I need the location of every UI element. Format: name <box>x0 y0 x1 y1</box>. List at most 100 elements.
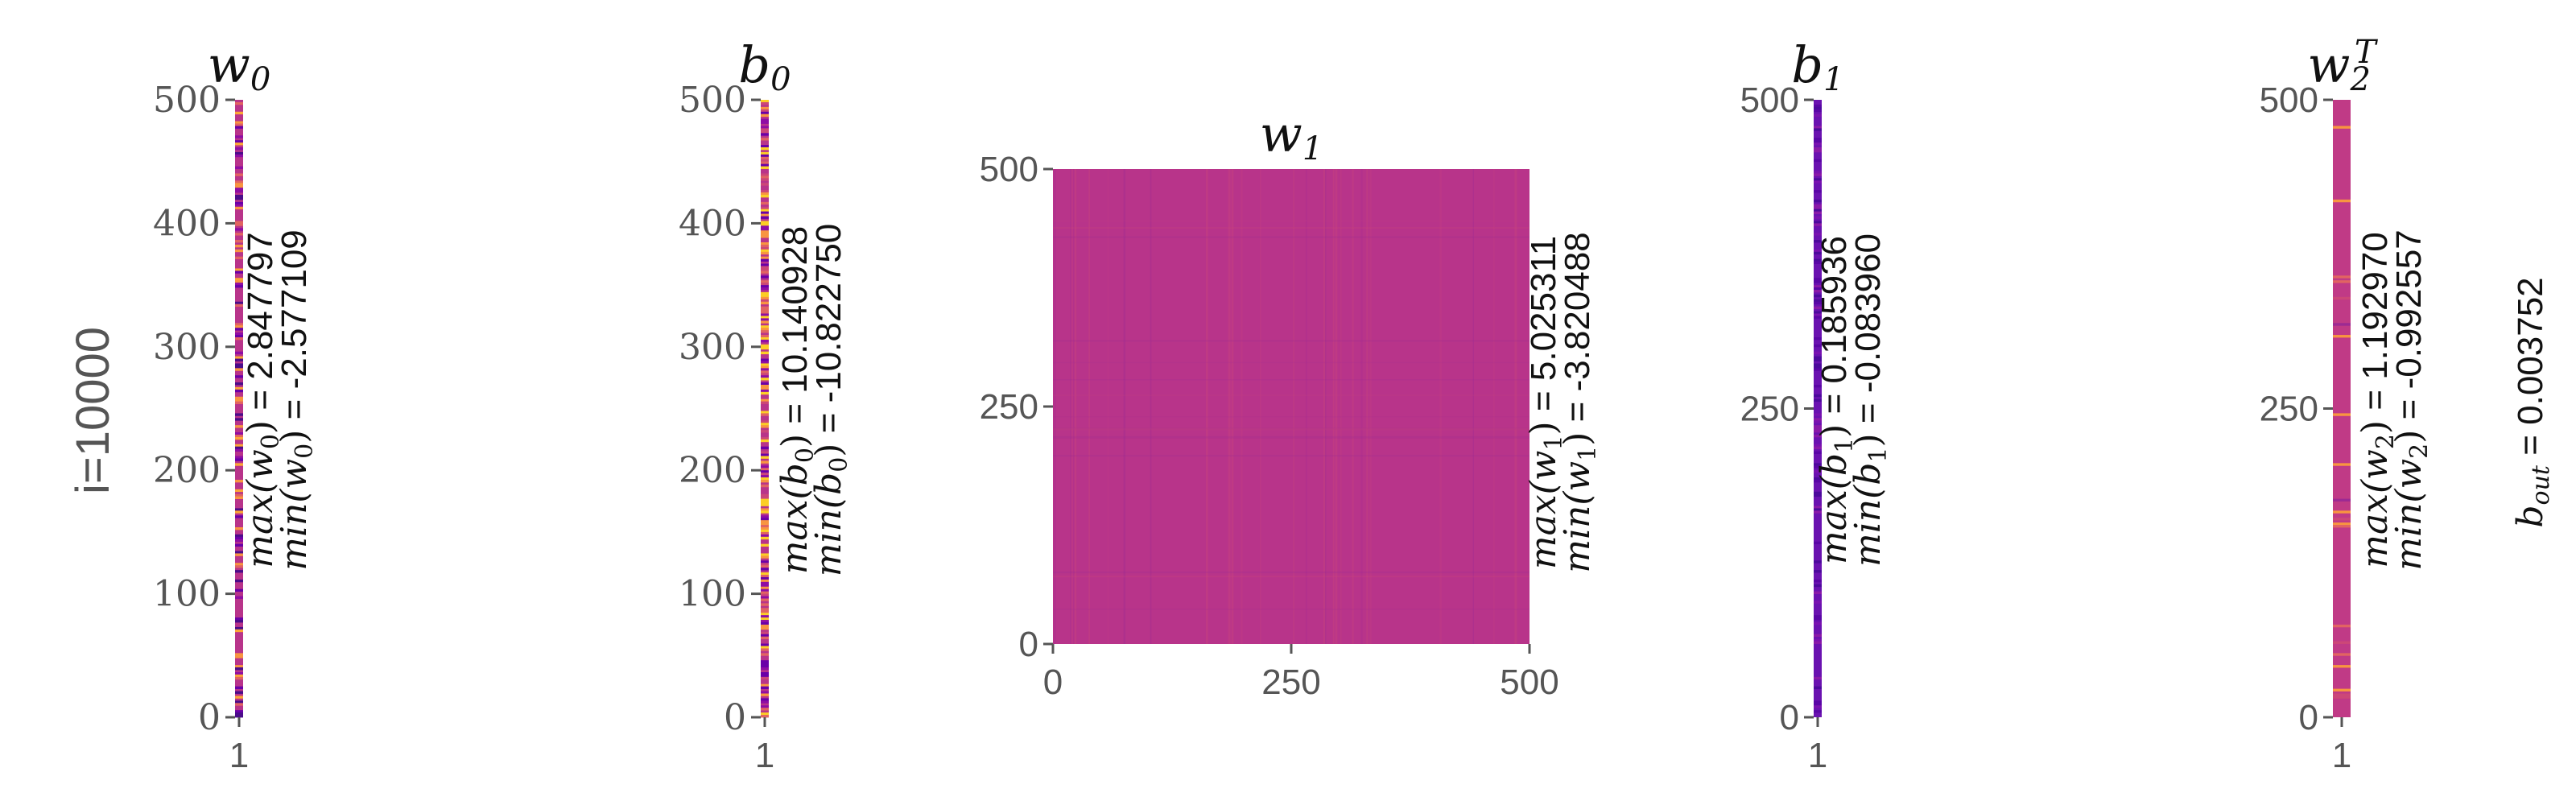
y-tick-label: 500 <box>1740 80 1799 120</box>
vector-stripe <box>235 365 243 369</box>
vector-stripe <box>761 256 769 260</box>
vector-stripe <box>1814 206 1822 210</box>
vector-stripe <box>761 634 769 638</box>
vector-stripe <box>761 515 769 518</box>
bias-out-sub: out <box>2527 464 2555 505</box>
vector-stripe <box>761 674 769 678</box>
vector-stripe <box>1814 138 1822 141</box>
vector-stripe <box>761 175 769 179</box>
vector-stripe <box>1814 425 1822 428</box>
vector-stripe <box>761 339 769 343</box>
vector-stripe <box>761 496 769 499</box>
vector-stripe <box>235 221 243 224</box>
vector-stripe <box>235 432 243 436</box>
vector-stripe <box>761 230 769 233</box>
vector-stripe <box>761 159 769 163</box>
vector-stripe <box>1814 398 1822 402</box>
max-func: max(w <box>240 449 281 568</box>
min-func: min(w <box>1557 461 1598 573</box>
vector-stripe <box>235 398 243 402</box>
vector-stripe <box>235 448 243 452</box>
vector-stripe <box>1814 208 1822 213</box>
vector-stripe <box>1814 258 1822 262</box>
vector-stripe <box>761 615 769 618</box>
vector-stripe <box>761 361 769 364</box>
x-tick-label: 500 <box>1500 663 1558 702</box>
y-axis-label: i=10000 <box>67 327 119 494</box>
vector-stripe <box>235 180 243 184</box>
panel-title: w2T <box>2307 34 2379 98</box>
min-close: ) <box>1847 433 1889 447</box>
max-value: = 2.847797 <box>241 232 280 420</box>
vector-stripe <box>761 275 769 279</box>
vector-stripe <box>761 691 769 694</box>
vector-stripe <box>761 529 769 533</box>
vector-stripe <box>2333 323 2351 326</box>
vector-stripe <box>761 190 769 193</box>
vector-stripe <box>235 674 243 678</box>
vector-stripe <box>235 696 243 699</box>
vector-stripe <box>1814 493 1822 497</box>
vector-stripe <box>2333 296 2351 300</box>
matrix-column-streak <box>1231 169 1234 644</box>
vector-stripe <box>761 508 769 511</box>
vector-stripe <box>761 363 769 366</box>
y-tick-label: 250 <box>2260 390 2318 429</box>
vector-stripe <box>1814 477 1822 481</box>
vector-stripe <box>235 665 243 668</box>
y-tick-label: 0 <box>2299 698 2318 737</box>
vector-stripe <box>1814 700 1822 704</box>
vector-stripe <box>1814 427 1822 431</box>
vector-stripe <box>761 705 769 708</box>
vector-stripe <box>235 671 243 675</box>
vector-stripe <box>1814 173 1822 176</box>
vector-stripe <box>235 280 243 283</box>
vector-stripe <box>235 328 243 331</box>
matrix-row-streak <box>1053 394 1530 396</box>
vector-stripe <box>761 676 769 680</box>
vector-stripe <box>761 460 769 464</box>
vector-stripe <box>235 515 243 518</box>
vector-stripe <box>761 299 769 303</box>
vector-stripe <box>235 244 243 248</box>
vector-stripe <box>761 610 769 613</box>
vector-stripe <box>1814 465 1822 469</box>
vector-stripe <box>235 154 243 158</box>
vector-stripe <box>235 301 243 305</box>
vector-stripe <box>1814 622 1822 625</box>
vector-stripe <box>761 389 769 393</box>
vector-stripe <box>761 206 769 210</box>
matrix-column-streak <box>1070 169 1071 644</box>
x-tick-label: 1 <box>1808 736 1827 775</box>
max-close: ) <box>240 420 281 434</box>
matrix-column-streak <box>1054 169 1056 644</box>
vector-stripe <box>235 588 243 592</box>
vector-stripe <box>761 465 769 469</box>
matrix-column-streak <box>1150 169 1152 644</box>
matrix-row-streak <box>1053 379 1530 381</box>
vector-stripe <box>235 676 243 680</box>
vector-stripe <box>1814 240 1822 243</box>
vector-stripe <box>761 258 769 262</box>
vector-stripe <box>761 223 769 226</box>
matrix-column-streak <box>1352 169 1354 644</box>
vector-stripe <box>2333 696 2351 699</box>
vector-stripe <box>761 568 769 571</box>
vector-stripe <box>761 296 769 300</box>
matrix-column-streak <box>1293 169 1294 644</box>
vector-stripe <box>761 308 769 312</box>
vector-stripe <box>2333 413 2351 416</box>
vector-stripe <box>1814 570 1822 573</box>
vector-stripe <box>761 430 769 433</box>
vector-stripe <box>1814 385 1822 388</box>
vector-stripe <box>1814 601 1822 604</box>
vector-stripe <box>761 235 769 238</box>
vector-stripe <box>761 178 769 181</box>
vector-stripe <box>235 480 243 483</box>
vector-stripe <box>761 451 769 454</box>
vector-stripe <box>1814 358 1822 361</box>
